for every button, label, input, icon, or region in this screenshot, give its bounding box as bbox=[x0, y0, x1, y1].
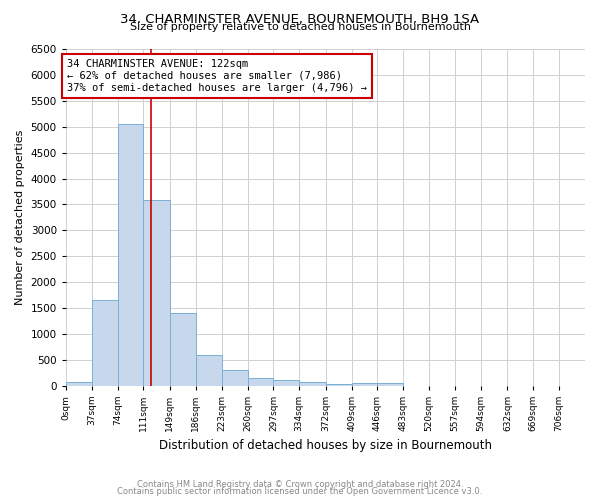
Bar bbox=[118, 124, 143, 386]
Text: 34 CHARMINSTER AVENUE: 122sqm
← 62% of detached houses are smaller (7,986)
37% o: 34 CHARMINSTER AVENUE: 122sqm ← 62% of d… bbox=[67, 60, 367, 92]
Text: Size of property relative to detached houses in Bournemouth: Size of property relative to detached ho… bbox=[130, 22, 470, 32]
Text: Contains HM Land Registry data © Crown copyright and database right 2024.: Contains HM Land Registry data © Crown c… bbox=[137, 480, 463, 489]
Bar bbox=[66, 382, 92, 386]
Bar bbox=[221, 370, 248, 386]
Bar bbox=[274, 380, 299, 386]
Bar bbox=[352, 383, 377, 386]
Text: 34, CHARMINSTER AVENUE, BOURNEMOUTH, BH9 1SA: 34, CHARMINSTER AVENUE, BOURNEMOUTH, BH9… bbox=[121, 12, 479, 26]
Bar bbox=[248, 378, 274, 386]
X-axis label: Distribution of detached houses by size in Bournemouth: Distribution of detached houses by size … bbox=[159, 440, 492, 452]
Bar bbox=[196, 354, 221, 386]
Y-axis label: Number of detached properties: Number of detached properties bbox=[15, 130, 25, 305]
Bar bbox=[377, 383, 403, 386]
Text: Contains public sector information licensed under the Open Government Licence v3: Contains public sector information licen… bbox=[118, 487, 482, 496]
Bar bbox=[170, 313, 196, 386]
Bar bbox=[92, 300, 118, 386]
Bar bbox=[143, 200, 170, 386]
Bar bbox=[299, 382, 326, 386]
Bar bbox=[326, 384, 352, 386]
